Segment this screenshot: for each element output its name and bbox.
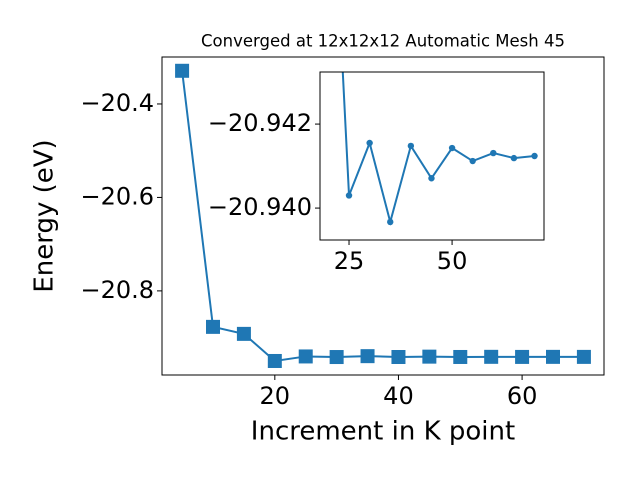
marker bbox=[298, 349, 313, 364]
x-tick-label: 60 bbox=[507, 382, 538, 410]
marker bbox=[531, 152, 538, 160]
marker bbox=[206, 319, 220, 334]
marker bbox=[510, 154, 518, 162]
y-axis-label: Energy (eV) bbox=[30, 139, 60, 292]
marker bbox=[391, 349, 406, 364]
y-tick-label: −20.8 bbox=[80, 276, 154, 304]
x-tick-label: 25 bbox=[334, 247, 365, 275]
marker bbox=[428, 175, 435, 182]
y-tick-label: −20.940 bbox=[208, 193, 312, 221]
marker bbox=[484, 349, 499, 364]
marker bbox=[345, 192, 353, 199]
marker bbox=[422, 349, 437, 364]
x-tick-label: 20 bbox=[260, 382, 291, 410]
marker bbox=[360, 349, 375, 364]
marker bbox=[366, 139, 373, 147]
y-tick-label: −20.6 bbox=[80, 182, 154, 210]
axes-frame bbox=[161, 56, 605, 376]
marker bbox=[267, 353, 282, 368]
marker bbox=[407, 142, 415, 150]
marker bbox=[469, 157, 476, 165]
marker bbox=[236, 326, 251, 341]
marker bbox=[515, 349, 530, 364]
plot-series bbox=[175, 63, 591, 368]
marker bbox=[175, 63, 190, 78]
plot-series bbox=[341, 72, 538, 226]
marker bbox=[387, 218, 394, 226]
plot-area bbox=[320, 72, 544, 240]
x-tick-label: 40 bbox=[383, 382, 414, 410]
marker bbox=[453, 349, 468, 364]
marker bbox=[490, 149, 497, 157]
chart-title: Converged at 12x12x12 Automatic Mesh 45 bbox=[201, 32, 565, 51]
marker bbox=[576, 349, 591, 364]
marker bbox=[448, 144, 456, 152]
x-tick-label: 50 bbox=[437, 247, 468, 275]
x-axis-label: Increment in K point bbox=[251, 417, 515, 447]
marker bbox=[546, 349, 560, 364]
axes-frame bbox=[319, 71, 545, 241]
y-tick-label: −20.4 bbox=[80, 89, 154, 117]
y-tick-label: −20.942 bbox=[208, 109, 312, 137]
marker bbox=[329, 350, 344, 365]
